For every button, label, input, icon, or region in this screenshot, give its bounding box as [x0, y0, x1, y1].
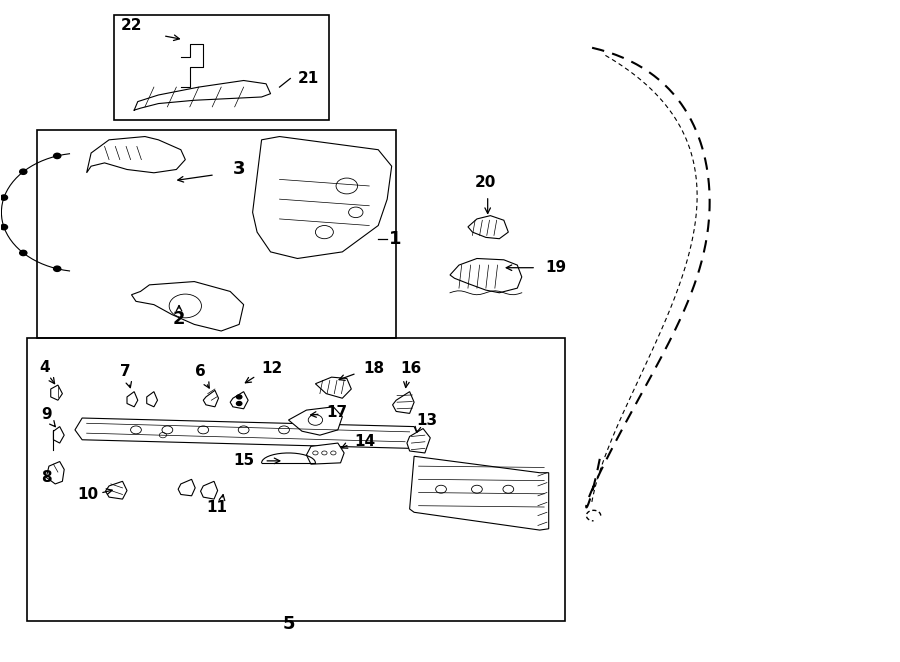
Bar — [26, 338, 565, 621]
Polygon shape — [86, 136, 185, 173]
Circle shape — [54, 266, 61, 271]
Text: 3: 3 — [233, 160, 246, 179]
Polygon shape — [50, 385, 62, 401]
Polygon shape — [392, 392, 414, 413]
Polygon shape — [127, 392, 138, 407]
Text: 15: 15 — [233, 453, 255, 469]
Text: 22: 22 — [121, 19, 142, 33]
Polygon shape — [253, 136, 392, 258]
Polygon shape — [230, 392, 248, 409]
Text: 8: 8 — [40, 470, 51, 485]
Text: 17: 17 — [326, 405, 347, 420]
Text: 1: 1 — [389, 230, 401, 248]
Polygon shape — [410, 456, 549, 530]
Circle shape — [237, 395, 242, 399]
Bar — [113, 15, 328, 120]
Polygon shape — [468, 216, 508, 239]
Circle shape — [0, 195, 7, 200]
Text: 14: 14 — [354, 434, 375, 449]
Text: 6: 6 — [195, 364, 206, 379]
Circle shape — [0, 224, 7, 230]
Text: 18: 18 — [363, 361, 384, 376]
Polygon shape — [407, 428, 430, 453]
Polygon shape — [131, 281, 244, 331]
Circle shape — [54, 154, 61, 159]
Polygon shape — [178, 479, 195, 496]
Text: 21: 21 — [298, 71, 319, 86]
Text: 7: 7 — [120, 364, 130, 379]
Polygon shape — [147, 392, 158, 407]
Polygon shape — [315, 377, 351, 399]
Circle shape — [237, 402, 242, 406]
Bar — [37, 130, 396, 338]
Polygon shape — [201, 481, 218, 499]
Polygon shape — [203, 391, 219, 407]
Text: 19: 19 — [545, 260, 566, 275]
Text: 9: 9 — [40, 407, 51, 422]
Text: 4: 4 — [39, 360, 50, 375]
Text: 2: 2 — [173, 310, 185, 328]
Polygon shape — [53, 426, 64, 443]
Polygon shape — [105, 481, 127, 499]
Text: 11: 11 — [206, 500, 227, 515]
Polygon shape — [450, 258, 522, 293]
Text: 20: 20 — [475, 175, 497, 190]
Text: 5: 5 — [283, 616, 295, 634]
Polygon shape — [75, 418, 418, 448]
Polygon shape — [46, 461, 64, 484]
Polygon shape — [306, 443, 344, 464]
Text: 16: 16 — [400, 361, 422, 376]
Text: 10: 10 — [77, 487, 98, 502]
Circle shape — [20, 250, 27, 256]
Polygon shape — [289, 407, 342, 435]
Circle shape — [20, 169, 27, 174]
Text: 12: 12 — [262, 361, 283, 376]
Text: 13: 13 — [417, 413, 438, 428]
